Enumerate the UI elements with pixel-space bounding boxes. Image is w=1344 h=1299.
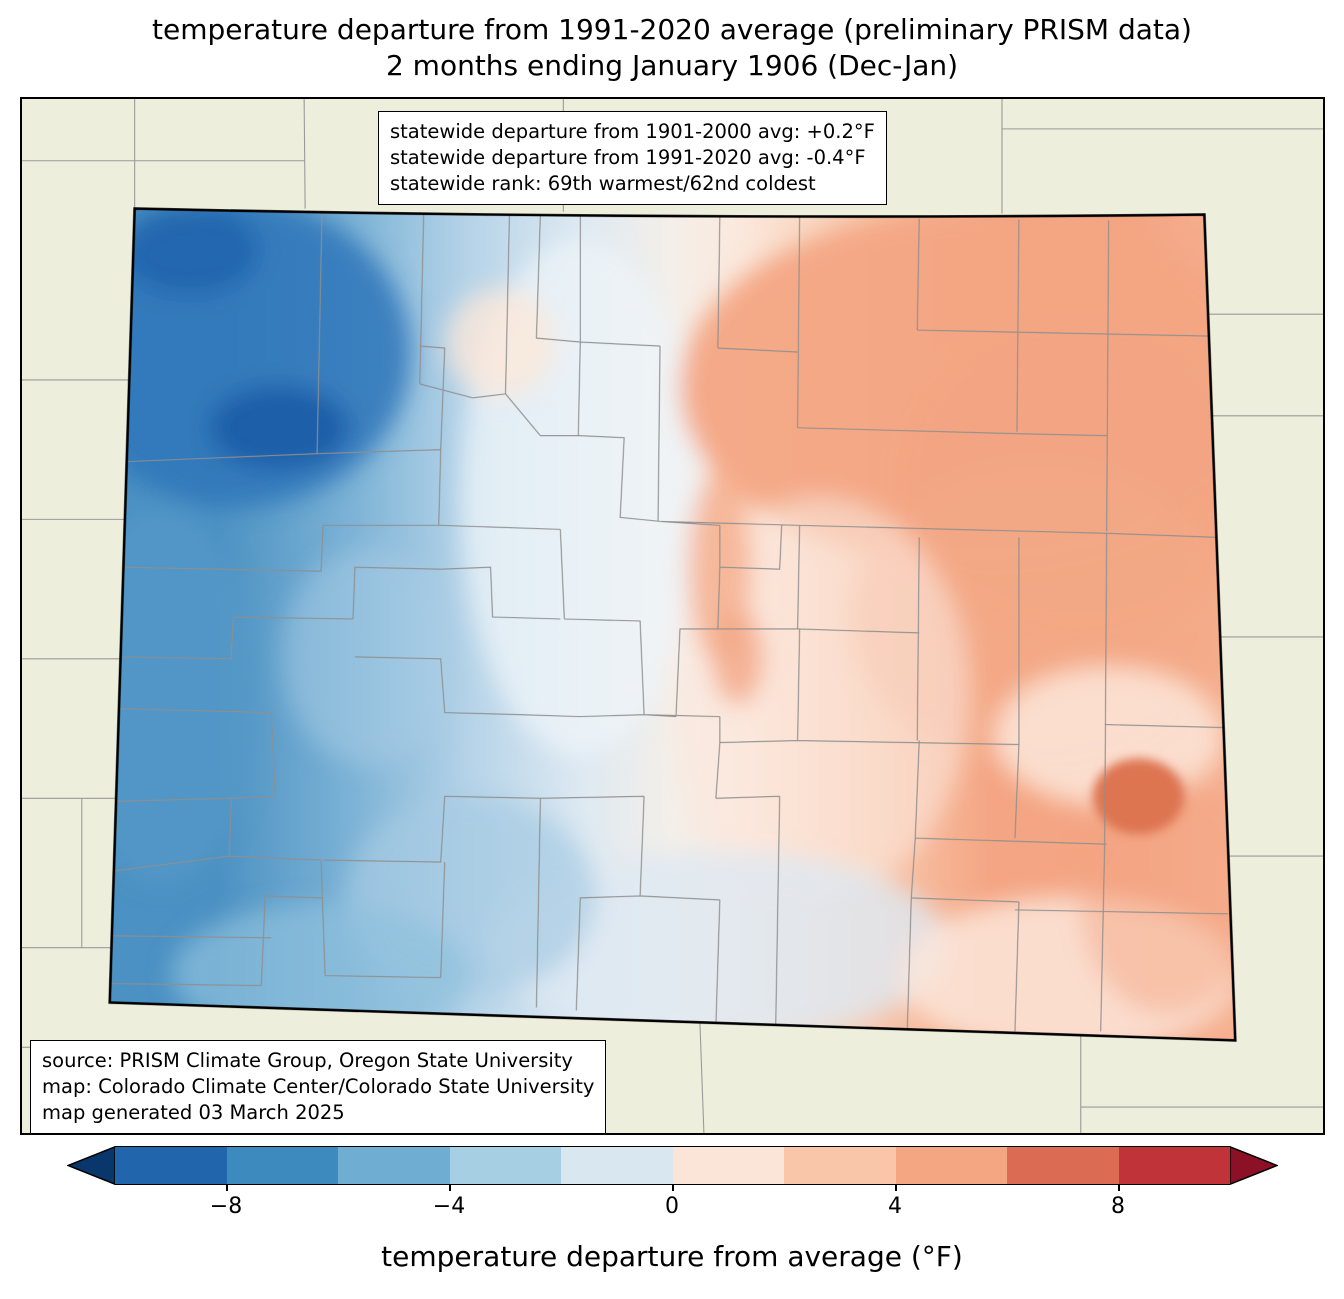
colorbar-segment — [784, 1147, 896, 1184]
colorbar-tick — [1118, 1185, 1120, 1191]
colorbar-left-arrow — [67, 1146, 115, 1185]
source-line-1: source: PRISM Climate Group, Oregon Stat… — [42, 1049, 573, 1072]
colorbar-segment — [672, 1147, 784, 1184]
colorbar-tick-label: 4 — [888, 1194, 902, 1219]
colorbar-right-arrow-shape — [1230, 1146, 1278, 1185]
map-frame — [20, 97, 1325, 1135]
colorbar-segment — [895, 1147, 1007, 1184]
colorbar-strip — [115, 1146, 1230, 1185]
stats-box: statewide departure from 1901-2000 avg: … — [378, 111, 887, 205]
source-box: source: PRISM Climate Group, Oregon Stat… — [30, 1040, 607, 1134]
colorbar-segment — [1118, 1147, 1230, 1184]
colorbar-tick-label: −4 — [432, 1194, 466, 1219]
temperature-fill — [109, 208, 1236, 1041]
colorbar-segment — [115, 1147, 227, 1184]
colorbar-segment — [338, 1147, 450, 1184]
colorado-map — [22, 99, 1323, 1133]
county-boundaries — [110, 209, 1229, 1032]
source-line-3: map generated 03 March 2025 — [42, 1100, 345, 1124]
colorbar-segment — [449, 1147, 561, 1184]
colorbar-tick — [895, 1185, 897, 1191]
source-line-2: map: Colorado Climate Center/Colorado St… — [42, 1074, 595, 1098]
colorbar-segment — [226, 1147, 338, 1184]
chart-title: temperature departure from 1991-2020 ave… — [0, 12, 1344, 85]
colorbar-left-arrow-shape — [67, 1146, 115, 1185]
stats-line-2: statewide departure from 1991-2020 avg: … — [390, 145, 866, 169]
colorbar-tick-label: 8 — [1111, 1194, 1125, 1219]
colorbar-tick-label: −8 — [209, 1194, 243, 1219]
stats-line-1: statewide departure from 1901-2000 avg: … — [390, 120, 875, 143]
colorbar-segment — [1007, 1147, 1119, 1184]
colorbar-right-arrow — [1230, 1146, 1278, 1185]
colorbar-tick — [449, 1185, 451, 1191]
state-border — [108, 207, 1237, 1042]
warmest-spot — [1092, 758, 1185, 835]
title-line-1: temperature departure from 1991-2020 ave… — [152, 13, 1192, 46]
stats-line-3: statewide rank: 69th warmest/62nd coldes… — [390, 171, 816, 195]
colorbar-tick — [672, 1185, 674, 1191]
colorbar-axis-label: temperature departure from average (°F) — [381, 1240, 963, 1273]
colorbar — [67, 1146, 1278, 1185]
colorbar-tick-label: 0 — [665, 1194, 679, 1219]
colorbar-tick — [226, 1185, 228, 1191]
title-line-2: 2 months ending January 1906 (Dec-Jan) — [385, 49, 959, 83]
colorbar-segment — [561, 1147, 673, 1184]
